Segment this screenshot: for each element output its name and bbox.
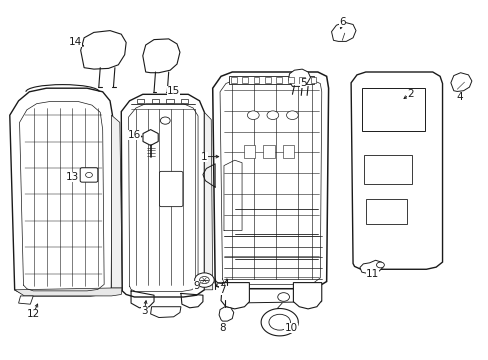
Text: 8: 8 — [219, 323, 225, 333]
Polygon shape — [212, 72, 328, 289]
Bar — [282, 145, 294, 158]
Text: 15: 15 — [166, 86, 180, 96]
Text: 2: 2 — [407, 89, 413, 99]
Text: 3: 3 — [141, 306, 147, 316]
Polygon shape — [111, 115, 122, 288]
Polygon shape — [10, 88, 112, 296]
Polygon shape — [121, 94, 204, 297]
Polygon shape — [221, 283, 249, 309]
Polygon shape — [293, 283, 321, 309]
Bar — [287, 77, 293, 83]
Text: 9: 9 — [193, 281, 200, 291]
Bar — [151, 99, 159, 103]
Bar — [263, 145, 274, 158]
Circle shape — [376, 262, 384, 268]
Text: 13: 13 — [65, 172, 79, 182]
Text: 10: 10 — [284, 323, 297, 333]
Bar — [242, 77, 247, 83]
Polygon shape — [450, 73, 471, 91]
Text: 14: 14 — [69, 37, 82, 48]
Bar — [276, 77, 282, 83]
Text: 11: 11 — [365, 269, 379, 279]
Text: 5: 5 — [299, 78, 306, 88]
Bar — [253, 77, 259, 83]
Polygon shape — [219, 307, 233, 321]
Bar — [365, 199, 407, 224]
Bar — [166, 99, 173, 103]
Polygon shape — [19, 296, 33, 304]
Polygon shape — [359, 260, 382, 274]
Bar — [364, 155, 411, 184]
Polygon shape — [350, 72, 442, 269]
Bar — [228, 76, 314, 84]
Circle shape — [199, 276, 209, 284]
Bar — [361, 88, 425, 131]
Text: 16: 16 — [127, 130, 141, 140]
FancyBboxPatch shape — [80, 168, 98, 182]
Bar — [243, 145, 255, 158]
Polygon shape — [331, 22, 355, 41]
Bar — [264, 77, 270, 83]
Circle shape — [286, 111, 298, 120]
Polygon shape — [288, 69, 310, 86]
Text: 12: 12 — [26, 309, 40, 319]
Circle shape — [266, 111, 278, 120]
Circle shape — [277, 293, 289, 301]
Polygon shape — [81, 31, 126, 69]
Polygon shape — [142, 39, 180, 73]
Text: 4: 4 — [455, 92, 462, 102]
Text: 7: 7 — [219, 285, 225, 295]
Polygon shape — [150, 307, 181, 318]
Bar — [181, 99, 188, 103]
Text: 6: 6 — [338, 17, 345, 27]
Circle shape — [268, 314, 290, 330]
Circle shape — [194, 273, 214, 287]
Polygon shape — [261, 309, 298, 336]
Polygon shape — [204, 112, 212, 290]
Text: 1: 1 — [201, 152, 207, 162]
Circle shape — [160, 117, 170, 124]
Circle shape — [247, 111, 259, 120]
Bar — [310, 77, 316, 83]
Circle shape — [85, 172, 92, 177]
Polygon shape — [142, 130, 158, 145]
Bar — [230, 77, 236, 83]
Bar — [137, 99, 144, 103]
Bar — [299, 77, 305, 83]
FancyBboxPatch shape — [159, 171, 183, 207]
Polygon shape — [15, 288, 122, 296]
